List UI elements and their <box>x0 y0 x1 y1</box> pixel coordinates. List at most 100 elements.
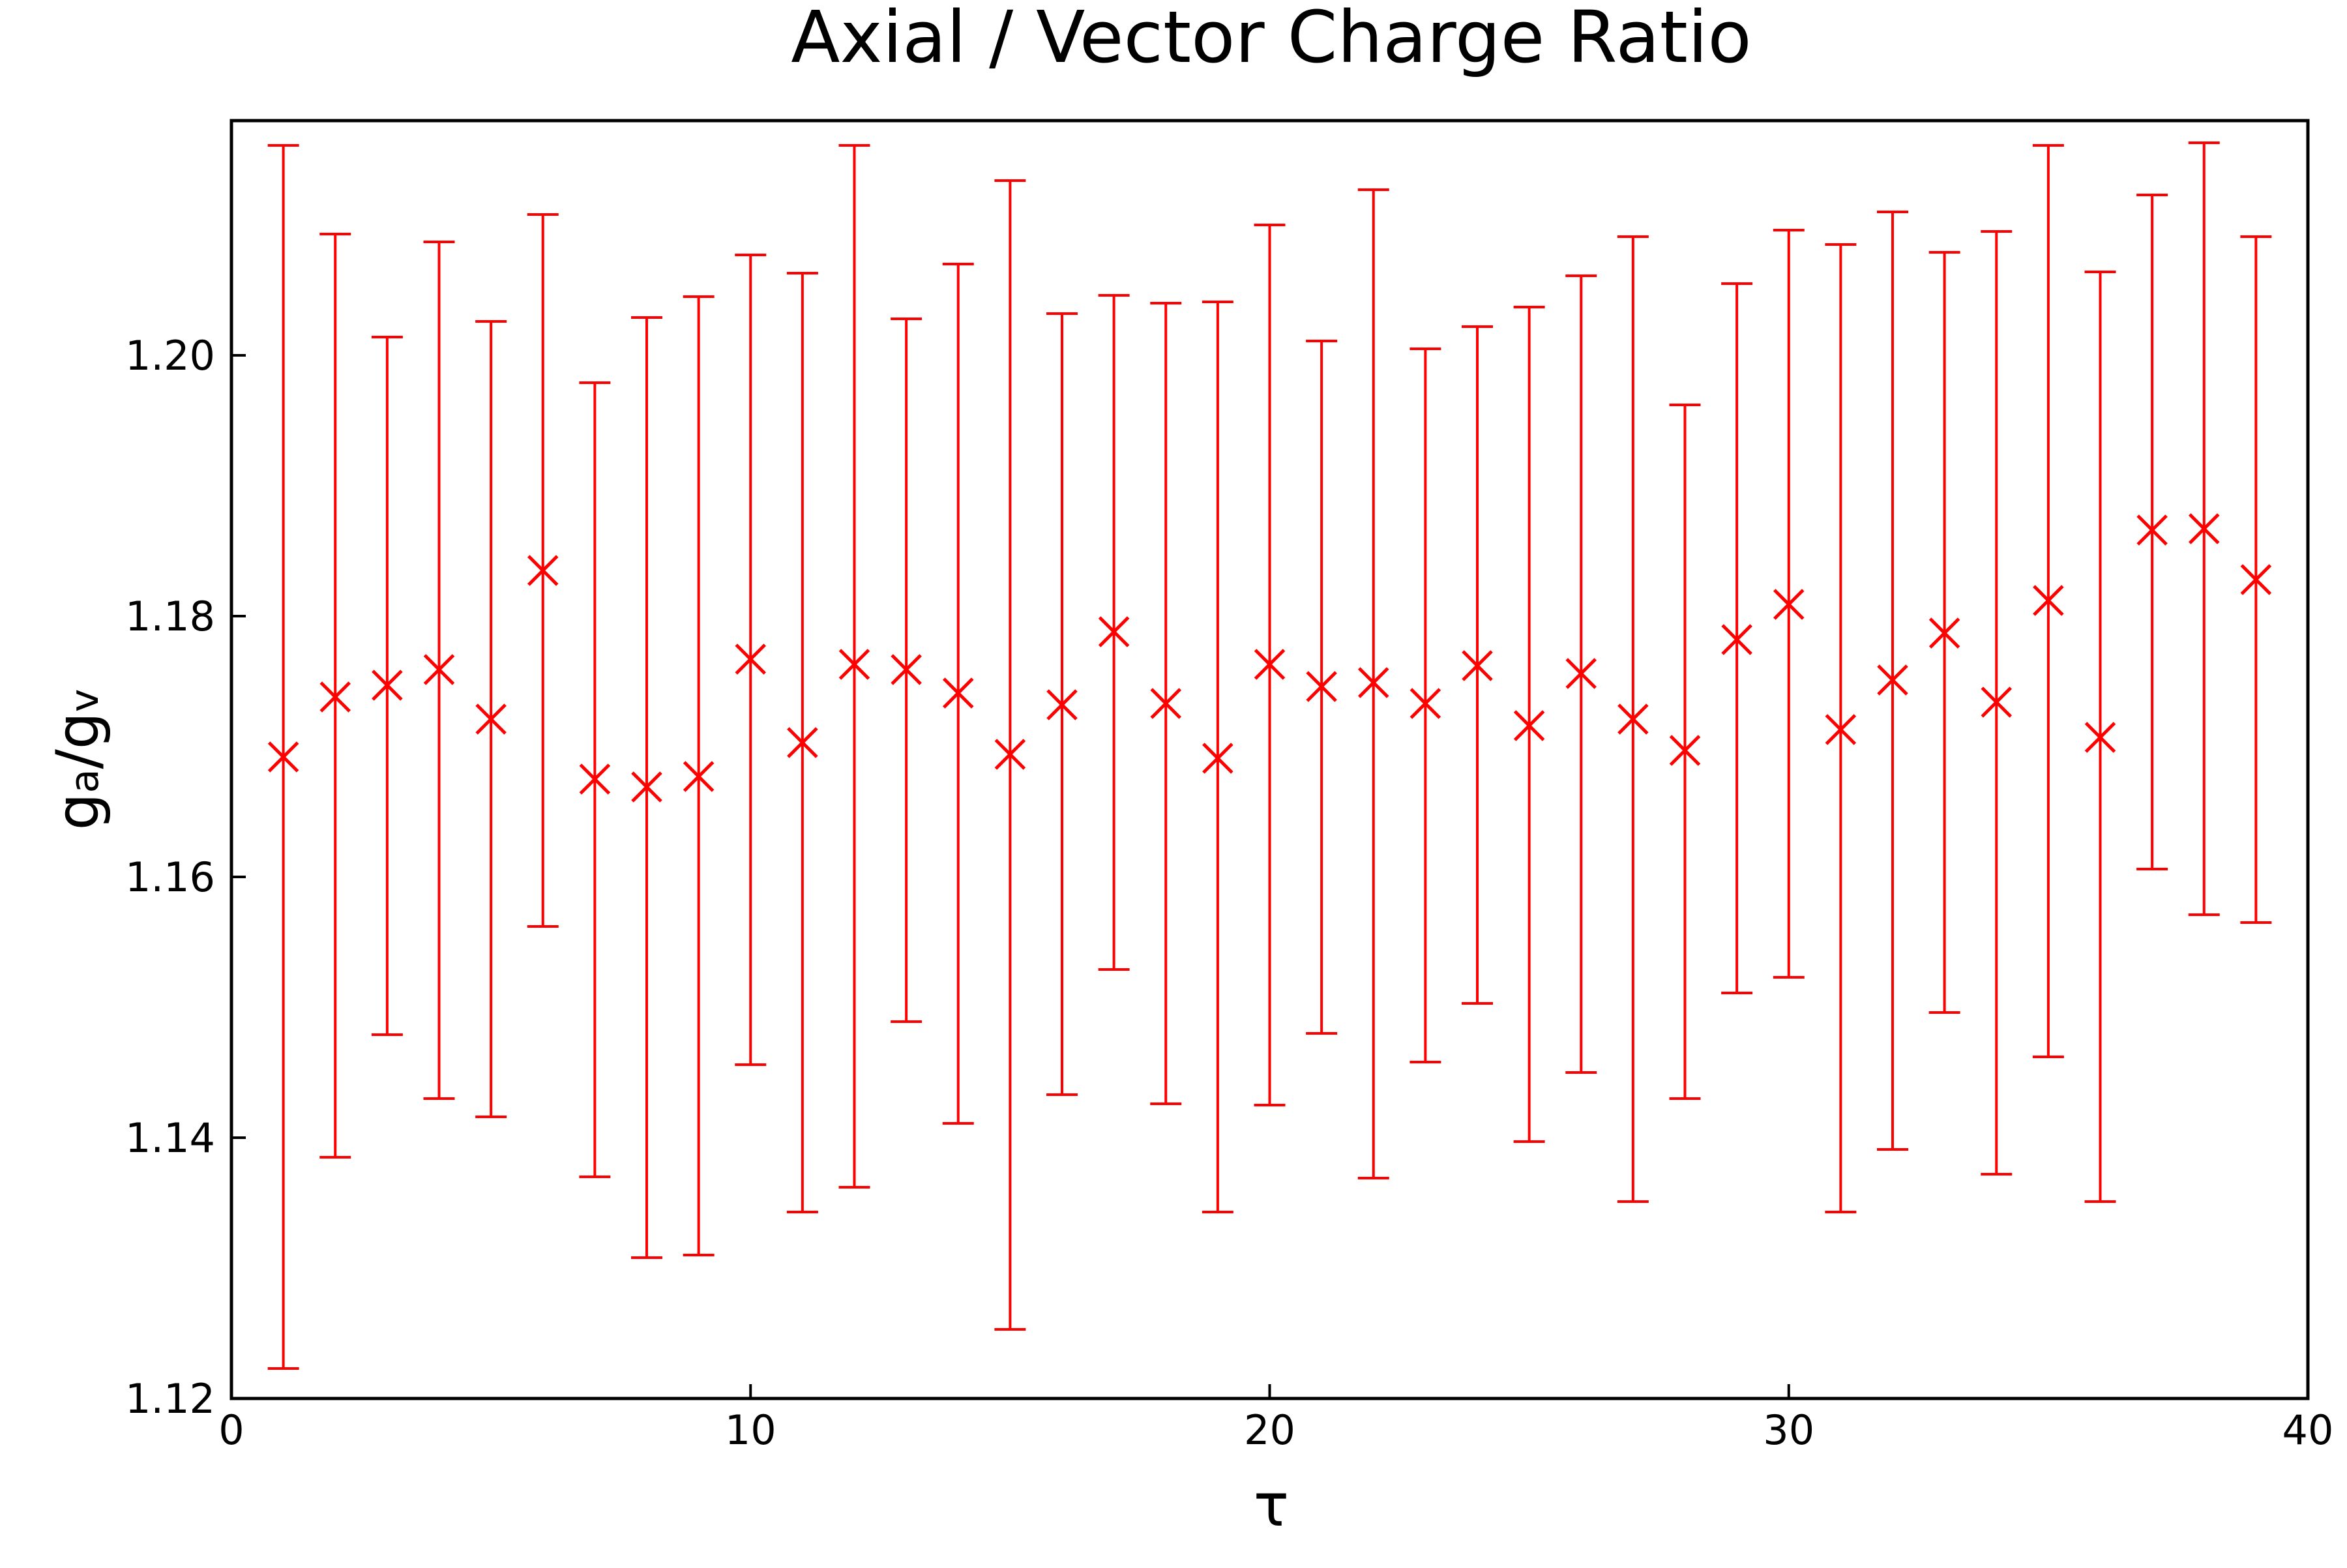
data-point-x-marker <box>942 677 974 709</box>
marker-stroke <box>319 681 351 713</box>
marker-stroke <box>735 643 767 675</box>
marker-stroke <box>1513 710 1545 741</box>
marker-stroke <box>891 654 922 685</box>
marker-stroke <box>1098 616 1130 647</box>
data-point-x-marker <box>787 727 818 758</box>
data-point-x-marker <box>2033 585 2064 616</box>
marker-stroke <box>475 703 507 735</box>
marker-stroke <box>2240 564 2272 595</box>
data-point-x-marker <box>1357 667 1389 698</box>
y-tick-label: 1.12 <box>125 1375 215 1423</box>
marker-stroke <box>1669 735 1701 766</box>
data-point-x-marker <box>423 654 455 685</box>
data-point-x-marker <box>1617 703 1649 735</box>
marker-stroke <box>1773 589 1805 620</box>
marker-stroke <box>1565 658 1597 689</box>
data-point-x-marker <box>1254 649 1286 680</box>
x-axis-label: τ <box>1254 1472 1289 1540</box>
marker-stroke <box>1825 714 1857 745</box>
data-point-x-marker <box>2084 722 2116 753</box>
chart-title: Axial / Vector Charge Ratio <box>791 0 1751 79</box>
marker-stroke <box>1928 617 1960 649</box>
data-point-x-marker <box>1150 688 1182 719</box>
y-tick-label: 1.16 <box>125 853 215 901</box>
marker-stroke <box>942 677 974 709</box>
y-axis: 1.12 1.14 1.16 1.18 1.20 <box>125 332 246 1423</box>
y-axis-label: ga/gv <box>44 689 112 831</box>
marker-stroke <box>994 739 1026 770</box>
marker-stroke <box>1981 687 2013 718</box>
data-point-x-marker <box>579 763 611 795</box>
marker-stroke <box>2033 585 2064 616</box>
marker-stroke <box>1150 688 1182 719</box>
marker-stroke <box>1617 703 1649 735</box>
data-point-x-marker <box>1981 687 2013 718</box>
marker-stroke <box>1410 688 1441 719</box>
data-point-x-marker <box>2240 564 2272 595</box>
data-point-x-marker <box>1825 714 1857 745</box>
marker-stroke <box>683 761 715 792</box>
marker-stroke <box>838 649 870 680</box>
data-point-x-marker <box>475 703 507 735</box>
x-axis: 0 10 20 30 40 <box>218 1384 2333 1454</box>
data-point-x-marker <box>372 670 403 701</box>
x-tick-label: 40 <box>2282 1406 2334 1454</box>
data-point-x-marker <box>838 649 870 680</box>
y-tick-label: 1.18 <box>125 593 215 640</box>
marker-stroke <box>1877 664 1908 696</box>
x-tick-label: 0 <box>218 1406 244 1454</box>
y-axis-label-subscript: v <box>62 689 108 713</box>
data-point-x-marker <box>891 654 922 685</box>
x-tick-label: 30 <box>1763 1406 1814 1454</box>
marker-stroke <box>787 727 818 758</box>
y-axis-label-part: g <box>44 712 112 749</box>
data-point-x-marker <box>1877 664 1908 696</box>
data-point-x-marker <box>1306 671 1337 702</box>
data-point-x-marker <box>631 771 662 803</box>
marker-stroke <box>579 763 611 795</box>
marker-stroke <box>631 771 662 803</box>
marker-stroke <box>527 555 559 586</box>
data-point-x-marker <box>319 681 351 713</box>
data-point-x-marker <box>1513 710 1545 741</box>
x-tick-label: 10 <box>725 1406 776 1454</box>
data-point-x-marker <box>2188 513 2220 544</box>
data-point-x-marker <box>1098 616 1130 647</box>
y-tick-label: 1.20 <box>125 332 215 379</box>
data-markers <box>267 513 2272 803</box>
data-point-x-marker <box>2136 514 2168 546</box>
data-point-x-marker <box>1669 735 1701 766</box>
data-point-x-marker <box>1202 743 1233 774</box>
marker-stroke <box>267 741 299 773</box>
y-axis-label-subscript: a <box>62 769 108 793</box>
y-axis-label-part: / <box>44 749 112 769</box>
marker-stroke <box>1357 667 1389 698</box>
data-point-x-marker <box>683 761 715 792</box>
data-point-x-marker <box>1928 617 1960 649</box>
data-point-x-marker <box>1410 688 1441 719</box>
marker-stroke <box>1306 671 1337 702</box>
marker-stroke <box>2136 514 2168 546</box>
data-point-x-marker <box>735 643 767 675</box>
data-point-x-marker <box>267 741 299 773</box>
data-point-x-marker <box>527 555 559 586</box>
data-point-x-marker <box>1046 689 1078 720</box>
marker-stroke <box>1462 650 1493 681</box>
data-point-x-marker <box>1721 624 1752 655</box>
marker-stroke <box>1046 689 1078 720</box>
marker-stroke <box>2188 513 2220 544</box>
y-axis-label-part: g <box>44 793 112 830</box>
x-tick-label: 20 <box>1244 1406 1295 1454</box>
data-point-x-marker <box>1773 589 1805 620</box>
marker-stroke <box>372 670 403 701</box>
marker-stroke <box>423 654 455 685</box>
marker-stroke <box>1721 624 1752 655</box>
y-tick-label: 1.14 <box>125 1114 215 1162</box>
data-point-x-marker <box>1565 658 1597 689</box>
marker-stroke <box>1254 649 1286 680</box>
marker-stroke <box>2084 722 2116 753</box>
marker-stroke <box>1202 743 1233 774</box>
